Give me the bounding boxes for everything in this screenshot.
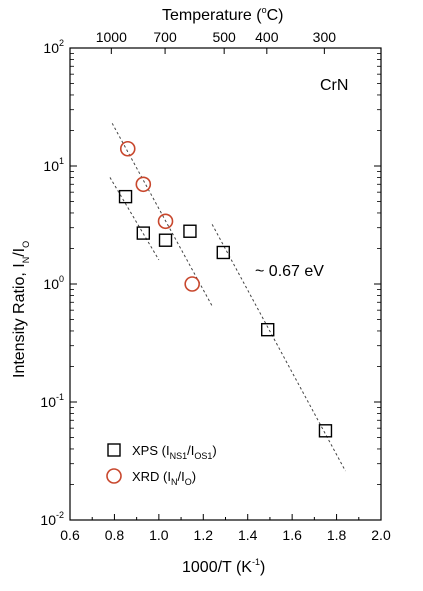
x-tick-label: 1.4 — [238, 527, 258, 543]
x-tick-label: 1.8 — [327, 527, 347, 543]
xrd-point — [119, 140, 136, 157]
legend-label-xps: XPS (INS1/IOS1) — [132, 443, 217, 461]
xps-point — [261, 322, 275, 337]
xrd-point — [157, 213, 174, 230]
fit-line — [211, 224, 346, 472]
legend-label-xrd: XRD (IN/IO) — [132, 469, 196, 487]
data-points — [118, 140, 333, 438]
x-tick-label: 1.2 — [194, 527, 214, 543]
x-tick-label: 0.8 — [105, 527, 125, 543]
xps-point — [136, 226, 151, 240]
fit-line — [109, 177, 160, 261]
x-tick-label: 0.6 — [60, 527, 80, 543]
legend-marker-xps — [107, 443, 121, 457]
x-axis-title: 1000/T (K-1) — [182, 557, 265, 576]
x-tick-label: 2.0 — [371, 527, 391, 543]
top-tick-label: 400 — [255, 29, 279, 45]
y-tick-label: 102 — [43, 38, 64, 56]
plot-frame — [69, 47, 382, 521]
legend-marker-xrd — [106, 468, 122, 484]
top-tick-label: 300 — [313, 29, 337, 45]
top-tick-label: 1000 — [96, 29, 127, 45]
xrd-point — [184, 276, 200, 292]
xps-point — [118, 189, 133, 204]
xps-point — [158, 233, 173, 247]
xps-point — [183, 224, 197, 238]
xps-point — [318, 424, 333, 438]
top-tick-label: 700 — [153, 29, 177, 45]
ticks: 0.6 0.8 1.0 1.2 1.4 1.6 1.8 2.0 1000 700 500 400 300… — [40, 29, 391, 543]
top-tick-label: 500 — [212, 29, 236, 45]
legend: XPS (INS1/IOS1) XRD (IN/IO) — [106, 443, 217, 487]
xps-point — [216, 245, 230, 260]
y-tick-label: 100 — [43, 274, 64, 292]
y-tick-label: 101 — [43, 156, 64, 174]
fit-lines — [109, 123, 346, 472]
top-axis-title: Temperature (oC) — [162, 5, 284, 24]
annotation-energy: ~ 0.67 eV — [255, 263, 324, 280]
annotation-material: CrN — [320, 77, 348, 94]
xrd-point — [135, 176, 152, 193]
x-tick-label: 1.6 — [282, 527, 302, 543]
y-axis-title: Intensity Ratio, IN/IO — [11, 241, 31, 378]
y-tick-label: 10-1 — [40, 392, 64, 410]
y-tick-label: 10-2 — [40, 510, 64, 528]
x-tick-label: 1.0 — [149, 527, 169, 543]
